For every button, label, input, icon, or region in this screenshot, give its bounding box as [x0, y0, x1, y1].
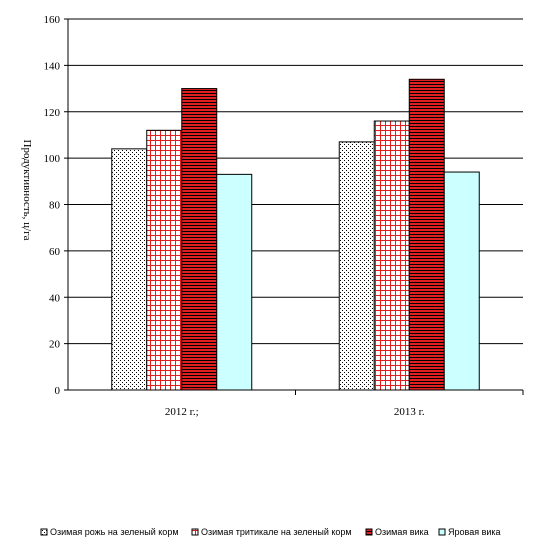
legend-label: Яровая вика [448, 527, 501, 537]
legend-swatch [438, 528, 446, 536]
bar [111, 148, 148, 391]
x-tick-label: 2013 г. [394, 406, 425, 418]
bar [146, 129, 183, 391]
legend-swatch [40, 528, 48, 536]
bars [111, 78, 480, 391]
y-tick-label: 160 [44, 14, 61, 26]
bar [216, 173, 253, 391]
legend-label: Озимая рожь на зеленый корм [50, 527, 179, 537]
bar [373, 120, 410, 391]
y-tick-label: 100 [44, 153, 61, 165]
legend-swatch [365, 528, 373, 536]
y-tick-label: 60 [49, 246, 61, 258]
y-axis-label: Продуктивность, ц/га [21, 139, 33, 240]
y-tick-label: 0 [55, 385, 61, 397]
y-tick-label: 40 [49, 292, 61, 304]
tick-labels: 0 20 40 60 80 100 120 140 160 2012 г.; 2013 г. [44, 14, 425, 418]
y-tick-label: 80 [49, 200, 61, 212]
y-tick-label: 120 [44, 107, 61, 119]
bar [443, 171, 480, 391]
legend-swatch [191, 528, 199, 536]
axes [64, 18, 524, 395]
y-tick-label: 20 [49, 339, 61, 351]
legend: Озимая рожь на зеленый корм Озимая тритик… [40, 527, 501, 537]
bar [181, 88, 218, 391]
x-tick-label: 2012 г.; [165, 406, 199, 418]
legend-label: Озимая вика [375, 527, 429, 537]
y-tick-label: 140 [44, 60, 61, 72]
bar [338, 141, 375, 391]
legend-label: Озимая тритикале на зеленый корм [201, 527, 352, 537]
bar [408, 78, 445, 391]
